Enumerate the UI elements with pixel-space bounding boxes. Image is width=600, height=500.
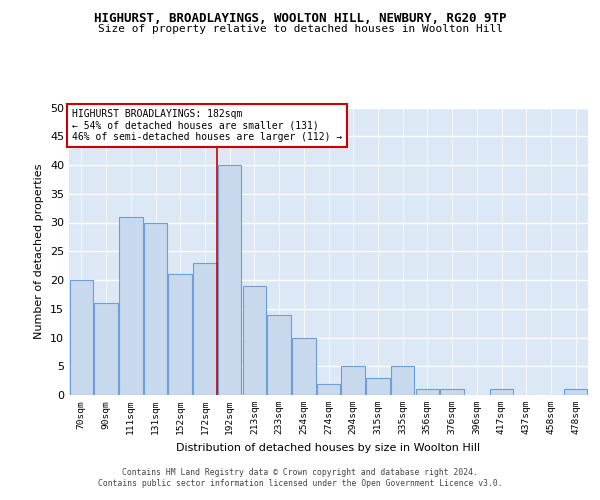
Bar <box>391 366 415 395</box>
Text: HIGHURST BROADLAYINGS: 182sqm
← 54% of detached houses are smaller (131)
46% of : HIGHURST BROADLAYINGS: 182sqm ← 54% of d… <box>71 109 342 142</box>
Bar <box>440 389 464 395</box>
Bar <box>341 366 365 395</box>
Bar <box>490 389 513 395</box>
Bar <box>193 263 217 395</box>
Bar <box>169 274 192 395</box>
Bar <box>218 165 241 395</box>
Bar <box>144 222 167 395</box>
X-axis label: Distribution of detached houses by size in Woolton Hill: Distribution of detached houses by size … <box>176 442 481 452</box>
Bar <box>366 378 389 395</box>
Bar <box>119 217 143 395</box>
Text: Size of property relative to detached houses in Woolton Hill: Size of property relative to detached ho… <box>97 24 503 34</box>
Bar <box>292 338 316 395</box>
Text: Contains HM Land Registry data © Crown copyright and database right 2024.
Contai: Contains HM Land Registry data © Crown c… <box>98 468 502 487</box>
Bar <box>317 384 340 395</box>
Bar <box>94 303 118 395</box>
Text: HIGHURST, BROADLAYINGS, WOOLTON HILL, NEWBURY, RG20 9TP: HIGHURST, BROADLAYINGS, WOOLTON HILL, NE… <box>94 12 506 26</box>
Bar <box>268 314 291 395</box>
Y-axis label: Number of detached properties: Number of detached properties <box>34 164 44 339</box>
Bar <box>564 389 587 395</box>
Bar <box>70 280 93 395</box>
Bar <box>416 389 439 395</box>
Bar <box>242 286 266 395</box>
